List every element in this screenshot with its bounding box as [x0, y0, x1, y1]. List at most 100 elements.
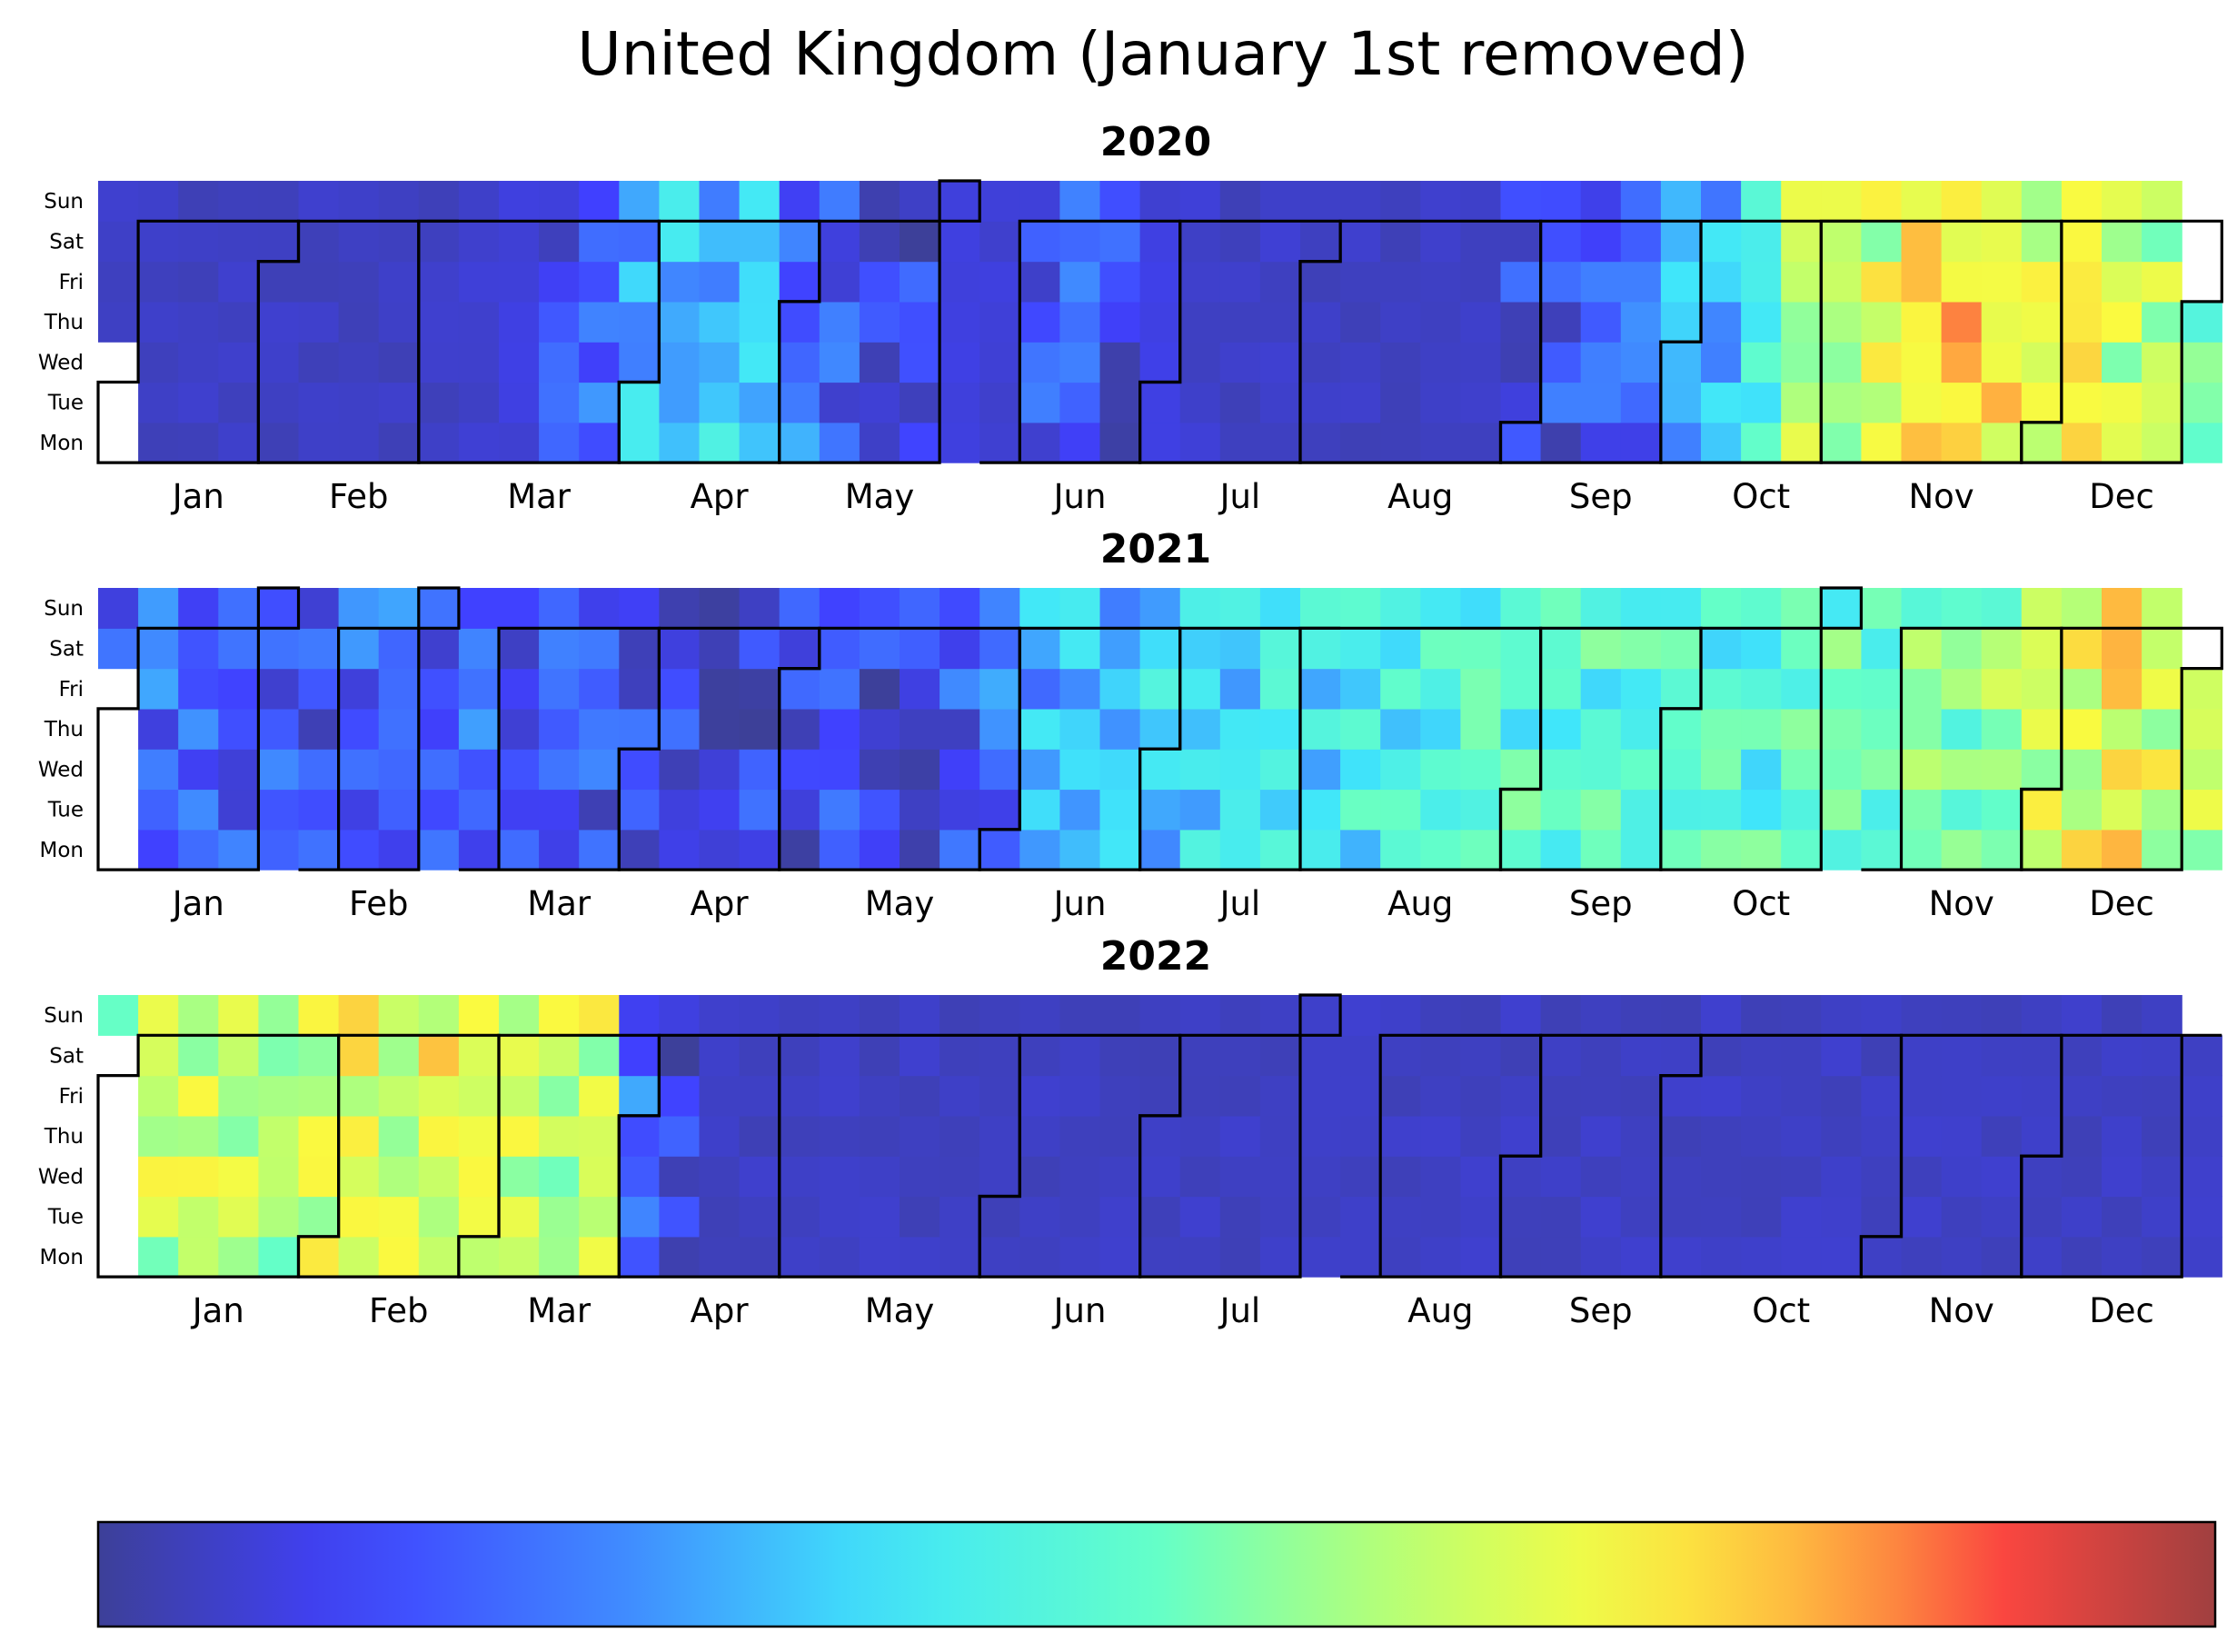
day-cell — [1380, 789, 1421, 831]
day-cell — [1019, 708, 1060, 750]
day-cell — [819, 1035, 860, 1077]
day-cell — [499, 628, 540, 670]
day-cell — [2182, 1035, 2222, 1077]
day-cell — [619, 1115, 660, 1157]
day-cell — [1460, 382, 1502, 423]
day-cell — [659, 261, 701, 303]
day-cell — [1139, 708, 1181, 750]
day-cell — [1981, 342, 2023, 383]
day-cell — [1380, 422, 1421, 463]
day-cell — [499, 588, 540, 629]
day-cell — [539, 1035, 580, 1077]
figure-title: United Kingdom (January 1st removed) — [577, 19, 1748, 89]
day-cell — [779, 422, 820, 463]
day-cell — [539, 1115, 580, 1157]
day-cell — [940, 342, 980, 383]
day-cell — [1821, 301, 1862, 343]
day-cell — [1340, 221, 1381, 263]
day-cell — [2061, 789, 2103, 831]
day-cell — [178, 995, 219, 1036]
day-cell — [900, 1035, 940, 1077]
day-cell — [2142, 1035, 2182, 1077]
day-cell — [1059, 789, 1101, 831]
day-cell — [1620, 995, 1662, 1036]
day-cell — [1420, 588, 1461, 629]
day-cell — [1620, 668, 1662, 710]
day-cell — [619, 1196, 660, 1238]
day-cell — [258, 1075, 300, 1117]
day-cell — [1580, 588, 1622, 629]
day-cell — [499, 422, 540, 463]
day-cell — [539, 668, 580, 710]
day-cell — [258, 1156, 300, 1198]
day-cell — [1420, 1075, 1461, 1117]
day-cell — [1901, 221, 1943, 263]
day-cell — [1059, 422, 1101, 463]
day-cell — [2142, 1075, 2182, 1117]
day-cell — [298, 749, 340, 791]
day-cell — [1340, 261, 1381, 303]
day-cell — [499, 668, 540, 710]
day-cell — [1500, 1156, 1542, 1198]
year-title: 2022 — [1100, 933, 1211, 980]
day-cell — [2061, 221, 2103, 263]
day-cell — [2102, 181, 2143, 222]
day-cell — [1901, 995, 1943, 1036]
day-cell — [499, 382, 540, 423]
day-cell — [1460, 181, 1502, 222]
day-cell — [979, 1236, 1020, 1278]
day-cell — [1099, 1075, 1141, 1117]
day-cell — [178, 221, 219, 263]
day-cell — [779, 221, 820, 263]
day-cell — [499, 708, 540, 750]
day-cell — [378, 422, 420, 463]
day-cell — [2061, 995, 2103, 1036]
month-borders-2020 — [96, 179, 2223, 464]
day-cell — [1540, 382, 1582, 423]
weekday-label: Tue — [47, 799, 84, 822]
day-cell — [1701, 1236, 1742, 1278]
day-cell — [1059, 1075, 1101, 1117]
day-cell — [1620, 1236, 1662, 1278]
day-cell — [1019, 749, 1060, 791]
day-cell — [859, 995, 900, 1036]
day-cell — [1420, 1115, 1461, 1157]
day-cell — [218, 829, 259, 871]
day-cell — [739, 749, 780, 791]
month-label: Sep — [1569, 477, 1633, 516]
day-cell — [178, 261, 219, 303]
day-cell — [539, 301, 580, 343]
day-cell — [2182, 301, 2222, 343]
day-cell — [1420, 749, 1461, 791]
day-cell — [699, 749, 741, 791]
day-cell — [979, 1115, 1020, 1157]
weekday-label: Sun — [44, 597, 84, 621]
year-panel-2020: Jan Feb Mar Apr May Jun Jul Aug Sep Oct Nov Dec Mon T… — [38, 119, 2223, 516]
day-cell — [1259, 1156, 1301, 1198]
day-cell — [659, 181, 701, 222]
day-cell — [659, 789, 701, 831]
day-cell — [378, 1115, 420, 1157]
day-cell — [458, 1156, 500, 1198]
day-cell — [2021, 749, 2063, 791]
day-cell — [779, 789, 820, 831]
weekday-label: Wed — [38, 351, 84, 374]
day-cell — [699, 1075, 741, 1117]
day-cell — [900, 1196, 940, 1238]
day-cell — [659, 1156, 701, 1198]
day-cell — [1620, 1196, 1662, 1238]
day-cell — [338, 382, 380, 423]
day-cell — [1781, 1075, 1822, 1117]
day-cell — [1099, 1196, 1141, 1238]
day-cell — [659, 995, 701, 1036]
day-cell — [1380, 1075, 1421, 1117]
day-cell — [940, 301, 980, 343]
day-cell — [1420, 1196, 1461, 1238]
day-cell — [98, 221, 139, 263]
day-cell — [418, 261, 460, 303]
day-cell — [1901, 1035, 1943, 1077]
day-cell — [258, 342, 300, 383]
day-cell — [900, 628, 940, 670]
day-cell — [1380, 749, 1421, 791]
